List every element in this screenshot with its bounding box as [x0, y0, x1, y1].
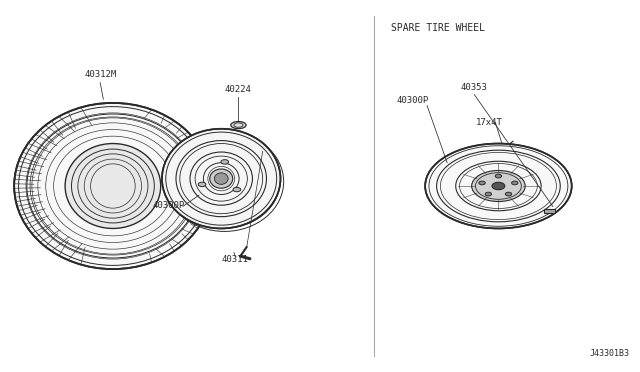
FancyBboxPatch shape: [544, 209, 556, 213]
Ellipse shape: [14, 103, 212, 269]
Ellipse shape: [485, 192, 492, 196]
Text: 40224: 40224: [225, 85, 252, 94]
Text: J43301B3: J43301B3: [589, 349, 629, 358]
Ellipse shape: [210, 169, 233, 188]
Ellipse shape: [162, 129, 280, 228]
Ellipse shape: [65, 144, 161, 228]
Ellipse shape: [231, 122, 246, 129]
Ellipse shape: [214, 173, 228, 185]
Ellipse shape: [233, 187, 241, 192]
Text: 40312M: 40312M: [84, 70, 116, 79]
Text: 40300P: 40300P: [152, 201, 184, 210]
Ellipse shape: [511, 181, 518, 185]
Ellipse shape: [506, 192, 512, 196]
Text: 40300P: 40300P: [396, 96, 429, 105]
Ellipse shape: [479, 181, 485, 185]
Ellipse shape: [198, 182, 206, 187]
Ellipse shape: [425, 144, 572, 228]
Text: 40311: 40311: [222, 255, 249, 264]
Text: SPARE TIRE WHEEL: SPARE TIRE WHEEL: [392, 23, 485, 33]
Text: 40353: 40353: [461, 83, 488, 92]
Ellipse shape: [472, 170, 525, 202]
Ellipse shape: [495, 174, 502, 178]
Text: 17x4T: 17x4T: [476, 118, 502, 127]
Ellipse shape: [492, 182, 505, 190]
Ellipse shape: [221, 160, 228, 164]
